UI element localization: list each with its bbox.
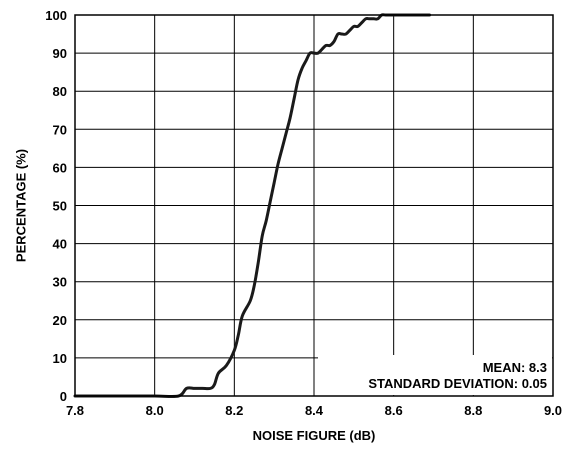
y-tick-label: 40: [53, 237, 67, 252]
x-tick-label: 8.2: [225, 403, 243, 418]
y-tick-label: 70: [53, 122, 67, 137]
series-layer: [73, 13, 432, 399]
y-tick-label: 90: [53, 46, 67, 61]
x-tick-label: 8.8: [464, 403, 482, 418]
x-tick-label: 8.6: [385, 403, 403, 418]
std-dev-annotation: STANDARD DEVIATION: 0.05: [368, 376, 547, 391]
mean-annotation: MEAN: 8.3: [483, 360, 547, 375]
cumulative-distribution-line: [73, 13, 432, 399]
annotation-box: MEAN: 8.3 STANDARD DEVIATION: 0.05: [318, 355, 552, 395]
y-tick-label: 50: [53, 199, 67, 214]
y-axis-title: PERCENTAGE (%): [13, 149, 28, 262]
y-tick-label: 30: [53, 275, 67, 290]
y-tick-label: 60: [53, 160, 67, 175]
x-tick-label: 9.0: [544, 403, 562, 418]
y-tick-labels: 0 10 20 30 40 50 60 70 80 90 100: [45, 8, 67, 404]
x-tick-label: 8.4: [305, 403, 324, 418]
y-tick-label: 10: [53, 351, 67, 366]
x-tick-label: 7.8: [66, 403, 84, 418]
annotation-background: [318, 355, 552, 395]
y-tick-label: 20: [53, 313, 67, 328]
grid: [74, 14, 554, 397]
y-tick-label: 80: [53, 84, 67, 99]
y-tick-label: 100: [45, 8, 67, 23]
x-axis-title: NOISE FIGURE (dB): [253, 428, 376, 443]
x-tick-label: 8.0: [146, 403, 164, 418]
plot-frame: [74, 14, 554, 397]
x-tick-labels: 7.8 8.0 8.2 8.4 8.6 8.8 9.0: [66, 403, 562, 418]
y-tick-label: 0: [60, 389, 67, 404]
